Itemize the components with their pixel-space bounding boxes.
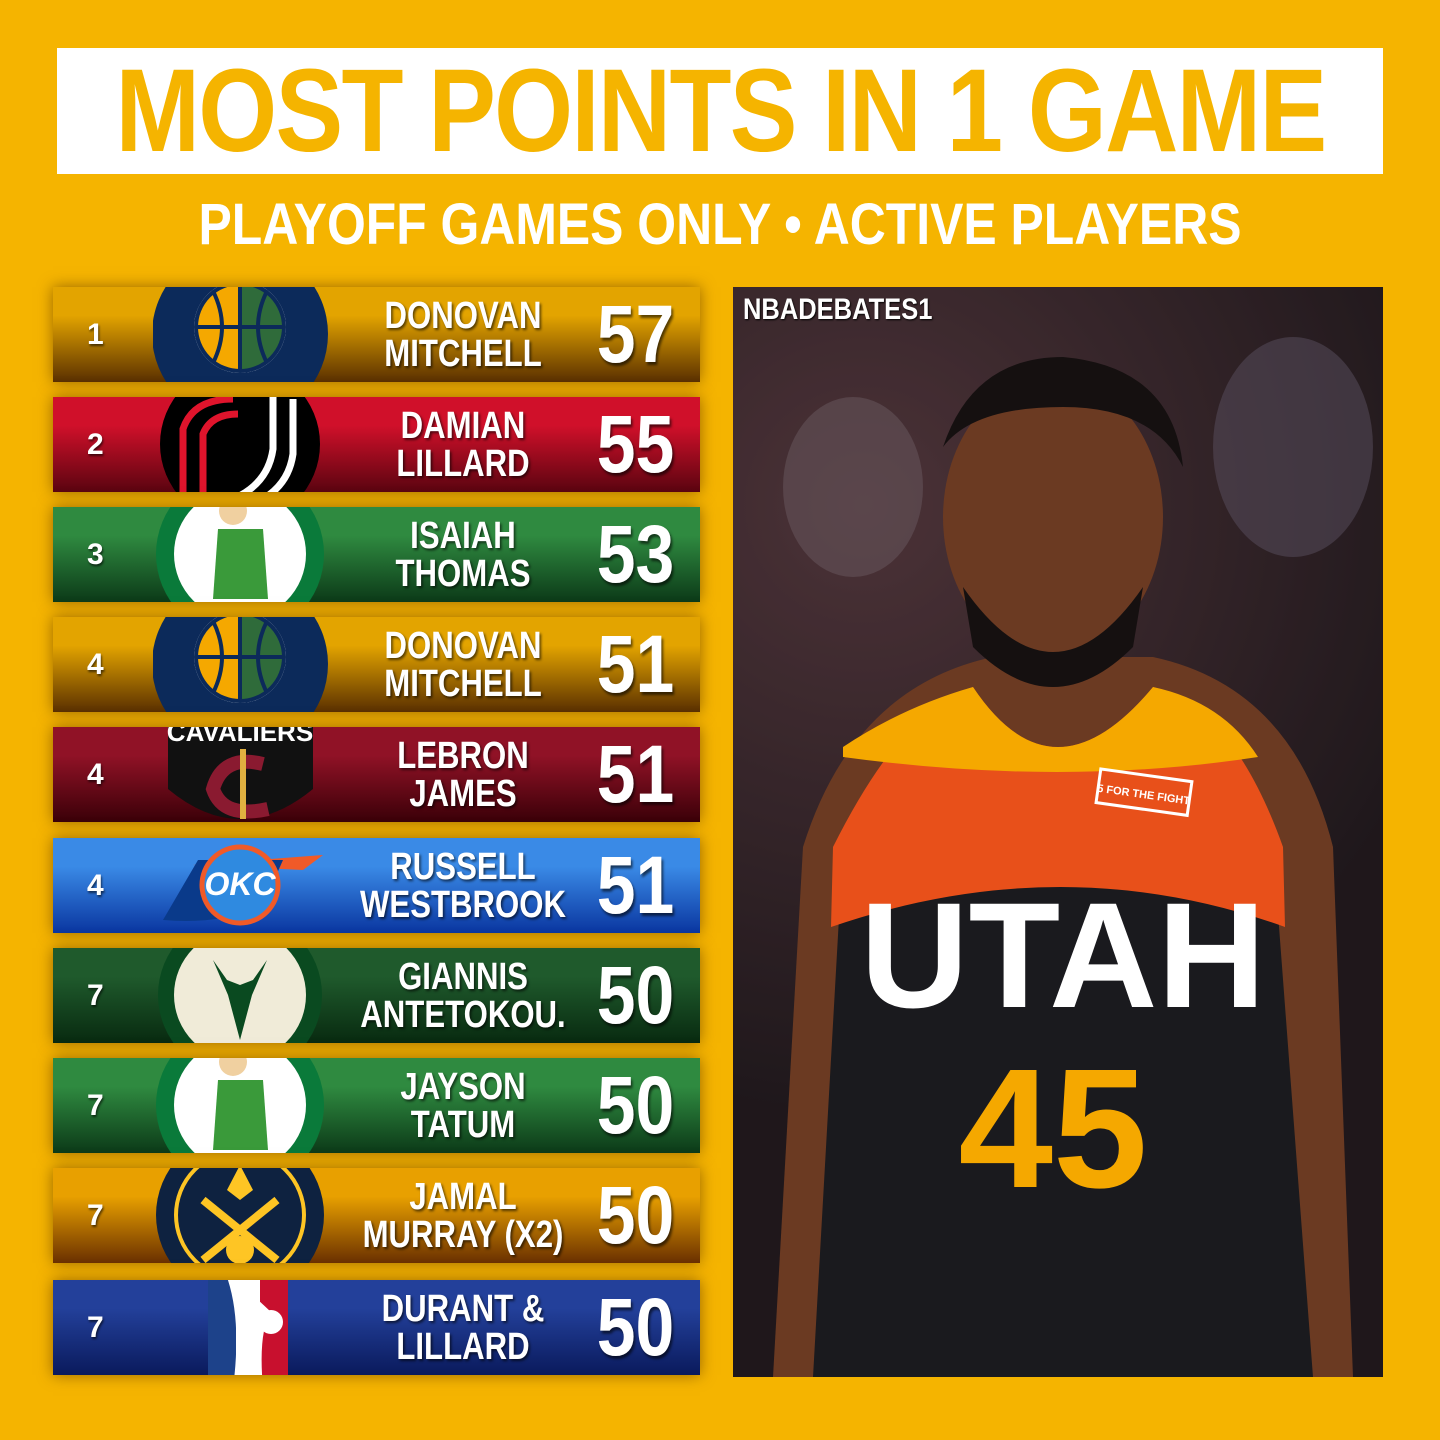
player-last-name: WESTBROOK <box>360 883 566 926</box>
player-name: GIANNIS ANTETOKOU. <box>360 948 565 1043</box>
player-first-name: DONOVAN <box>384 624 542 667</box>
ranking-row: 4 DONOVAN MITCHELL 51 <box>53 617 700 712</box>
ranking-row: 3 ISAIAH THOMAS 53 <box>53 507 700 602</box>
ranking-row: 7 DURANT & LILLARD 50 <box>53 1280 700 1375</box>
player-name: DAMIAN LILLARD <box>365 397 562 492</box>
points-value: 57 <box>596 289 675 380</box>
player-first-name: DAMIAN <box>400 404 526 447</box>
points-value: 55 <box>596 399 675 490</box>
player-name: DONOVAN MITCHELL <box>365 617 562 712</box>
player-name: RUSSELL WESTBROOK <box>360 838 566 933</box>
player-name: ISAIAH THOMAS <box>365 507 562 602</box>
player-name: LEBRON JAMES <box>365 727 562 822</box>
player-first-name: ISAIAH <box>410 514 516 557</box>
player-first-name: DONOVAN <box>384 294 542 337</box>
player-last-name: MITCHELL <box>384 662 542 705</box>
rank-number: 3 <box>87 538 104 571</box>
player-name: JAMAL MURRAY (X2) <box>362 1168 564 1263</box>
svg-text:CAVALIERS: CAVALIERS <box>167 727 313 747</box>
player-first-name: RUSSELL <box>390 845 536 888</box>
player-first-name: GIANNIS <box>398 955 528 998</box>
rank-number: 4 <box>87 869 104 902</box>
rank-number: 4 <box>87 648 104 681</box>
player-first-name: DURANT & <box>381 1287 545 1330</box>
points-value: 51 <box>596 729 675 820</box>
player-last-name: MURRAY (X2) <box>362 1213 564 1256</box>
ranking-row: 1 DONOVAN MITCHELL 57 <box>53 287 700 382</box>
player-last-name: MITCHELL <box>384 332 542 375</box>
jersey-text: UTAH <box>860 871 1265 1039</box>
svg-text:OKC: OKC <box>204 866 276 902</box>
player-last-name: JAMES <box>409 772 517 815</box>
ranking-row: 7 JAMAL MURRAY (X2) 50 <box>53 1168 700 1263</box>
points-value: 50 <box>596 950 675 1041</box>
ranking-row: 4 OKC RUSSELL WESTBROOK 51 <box>53 838 700 933</box>
player-first-name: LEBRON <box>397 734 529 777</box>
player-first-name: JAYSON <box>400 1065 526 1108</box>
player-photo: 5 FOR THE FIGHT UTAH 45 NBADEBATES1 <box>733 287 1383 1377</box>
points-value: 53 <box>596 509 675 600</box>
points-value: 51 <box>596 840 675 931</box>
player-name: DONOVAN MITCHELL <box>365 287 562 382</box>
watermark: NBADEBATES1 <box>743 293 933 326</box>
player-last-name: ANTETOKOU. <box>360 993 566 1036</box>
player-name: DURANT & LILLARD <box>365 1280 562 1375</box>
rank-number: 1 <box>87 318 104 351</box>
player-name: JAYSON TATUM <box>365 1058 562 1153</box>
ranking-row: 7 JAYSON TATUM 50 <box>53 1058 700 1153</box>
ranking-row: 7 GIANNIS ANTETOKOU. 50 <box>53 948 700 1043</box>
rank-number: 7 <box>87 1311 104 1344</box>
page-title: MOST POINTS IN 1 GAME <box>115 45 1327 177</box>
points-value: 51 <box>596 619 675 710</box>
rank-number: 7 <box>87 1089 104 1122</box>
player-last-name: THOMAS <box>395 552 531 595</box>
title-banner: MOST POINTS IN 1 GAME <box>57 48 1383 174</box>
player-last-name: LILLARD <box>396 442 530 485</box>
points-value: 50 <box>596 1170 675 1261</box>
player-first-name: JAMAL <box>409 1175 517 1218</box>
jersey-number: 45 <box>958 1034 1147 1224</box>
ranking-row: 2 DAMIAN LILLARD 55 <box>53 397 700 492</box>
points-value: 50 <box>596 1282 675 1373</box>
rank-number: 7 <box>87 979 104 1012</box>
rank-number: 7 <box>87 1199 104 1232</box>
points-value: 50 <box>596 1060 675 1151</box>
subtitle: PLAYOFF GAMES ONLY • ACTIVE PLAYERS <box>198 192 1242 257</box>
player-illustration: 5 FOR THE FIGHT UTAH 45 <box>733 287 1383 1377</box>
player-last-name: TATUM <box>410 1103 516 1146</box>
ranking-row: 4 CAVALIERS LEBRON JAMES 51 <box>53 727 700 822</box>
rank-number: 2 <box>87 428 104 461</box>
rank-number: 4 <box>87 758 104 791</box>
player-last-name: LILLARD <box>396 1325 530 1368</box>
